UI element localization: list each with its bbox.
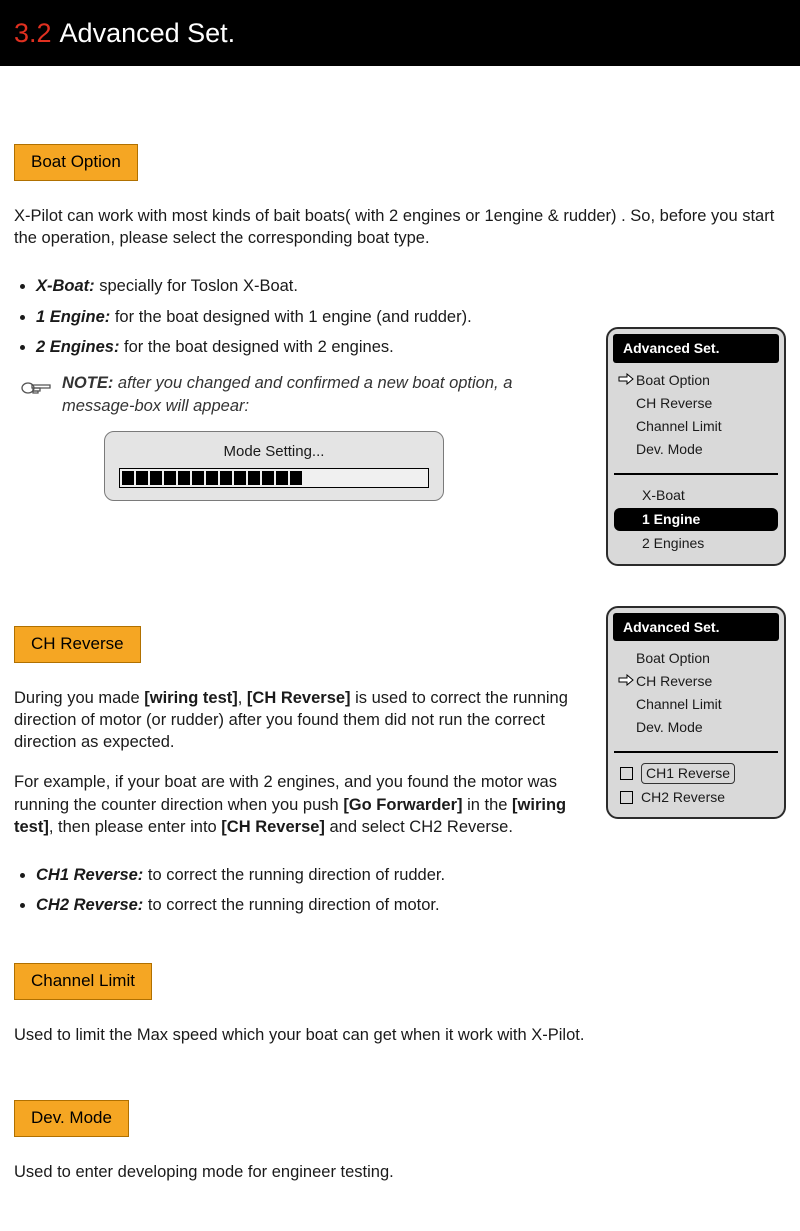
item-name: 2 Engines: [36,338,119,356]
text: , then please enter into [49,818,221,836]
note-row: NOTE: after you changed and confirmed a … [20,372,588,417]
ch-reverse-row: CH Reverse During you made [wiring test]… [14,606,786,857]
checkbox-label: CH1 Reverse [641,763,735,784]
ch-reverse-p2: For example, if your boat are with 2 eng… [14,771,588,838]
arrow-icon [618,672,636,691]
pointing-hand-icon [20,374,54,402]
menu-item[interactable]: CH Reverse [618,670,774,693]
menu-option[interactable]: 1 Engine [614,508,778,531]
menu-item[interactable]: Boat Option [618,647,774,670]
menu-item-label: CH Reverse [636,394,712,413]
menu-item[interactable]: Channel Limit [618,415,774,438]
menu-separator [614,751,778,753]
arrow-icon [618,371,636,390]
menu-header: Advanced Set. [613,613,779,642]
text: , [238,689,247,707]
progress-bar [119,468,429,488]
ch-reverse-list: CH1 Reverse: to correct the running dire… [14,864,786,917]
text: and select CH2 Reverse. [325,818,513,836]
text-bold: [Go Forwarder] [343,796,462,814]
advanced-set-menu-2: Advanced Set. Boat Option CH Reverse Chann… [606,606,786,819]
text-bold: [CH Reverse] [247,689,351,707]
menu-item[interactable]: Dev. Mode [618,716,774,739]
menu-item-label: Boat Option [636,371,710,390]
menu-item[interactable]: Boat Option [618,369,774,392]
item-name: CH2 Reverse: [36,896,143,914]
item-desc: for the boat designed with 2 engines. [119,338,393,356]
item-name: X-Boat: [36,277,95,295]
boat-option-list: X-Boat: specially for Toslon X-Boat. 1 E… [14,275,588,358]
boat-option-label: Boat Option [14,144,138,181]
menu-item-label: Dev. Mode [636,718,703,737]
section-number: 3.2 [14,15,52,51]
item-desc: to correct the running direction of moto… [143,896,439,914]
checkbox-icon [620,767,633,780]
menu-item-label: Boat Option [636,649,710,668]
menu-item-label: Channel Limit [636,417,722,436]
boat-option-row: X-Boat: specially for Toslon X-Boat. 1 E… [14,267,786,565]
channel-limit-text: Used to limit the Max speed which your b… [14,1024,786,1046]
menu-header: Advanced Set. [613,334,779,363]
item-name: CH1 Reverse: [36,866,143,884]
note-body: after you changed and confirmed a new bo… [62,374,512,414]
list-item: X-Boat: specially for Toslon X-Boat. [36,275,588,297]
mode-title: Mode Setting... [119,442,429,462]
text: in the [463,796,513,814]
page-header: 3.2 Advanced Set. [0,0,800,66]
page-content: Boat Option X-Pilot can work with most k… [0,66,800,1231]
item-desc: specially for Toslon X-Boat. [95,277,298,295]
dev-mode-text: Used to enter developing mode for engine… [14,1161,786,1183]
item-name: 1 Engine: [36,308,110,326]
menu-separator [614,473,778,475]
text: During you made [14,689,144,707]
menu-item[interactable]: CH Reverse [618,392,774,415]
menu-item[interactable]: Channel Limit [618,693,774,716]
text-bold: [CH Reverse] [221,818,325,836]
list-item: CH2 Reverse: to correct the running dire… [36,894,786,916]
menu-checkbox-row[interactable]: CH2 Reverse [608,786,784,809]
item-desc: to correct the running direction of rudd… [143,866,445,884]
ch-reverse-label: CH Reverse [14,626,141,663]
menu-option[interactable]: X-Boat [614,484,778,507]
menu-item[interactable]: Dev. Mode [618,438,774,461]
advanced-set-menu-1: Advanced Set. Boat Option CH Reverse Chann… [606,327,786,565]
menu-item-label: Dev. Mode [636,440,703,459]
list-item: 1 Engine: for the boat designed with 1 e… [36,306,588,328]
dev-mode-label: Dev. Mode [14,1100,129,1137]
text-bold: [wiring test] [144,689,238,707]
boat-option-intro: X-Pilot can work with most kinds of bait… [14,205,786,250]
channel-limit-label: Channel Limit [14,963,152,1000]
menu-option[interactable]: 2 Engines [614,532,778,555]
ch-reverse-p1: During you made [wiring test], [CH Rever… [14,687,588,754]
mode-setting-box: Mode Setting... [104,431,444,501]
checkbox-icon [620,791,633,804]
list-item: 2 Engines: for the boat designed with 2 … [36,336,588,358]
menu-item-label: Channel Limit [636,695,722,714]
section-title: Advanced Set. [60,15,236,51]
note-text: NOTE: after you changed and confirmed a … [62,372,588,417]
menu-checkbox-row[interactable]: CH1 Reverse [608,761,784,786]
list-item: CH1 Reverse: to correct the running dire… [36,864,786,886]
item-desc: for the boat designed with 1 engine (and… [110,308,471,326]
note-label: NOTE: [62,374,113,392]
menu-item-label: CH Reverse [636,672,712,691]
checkbox-label: CH2 Reverse [641,788,725,807]
